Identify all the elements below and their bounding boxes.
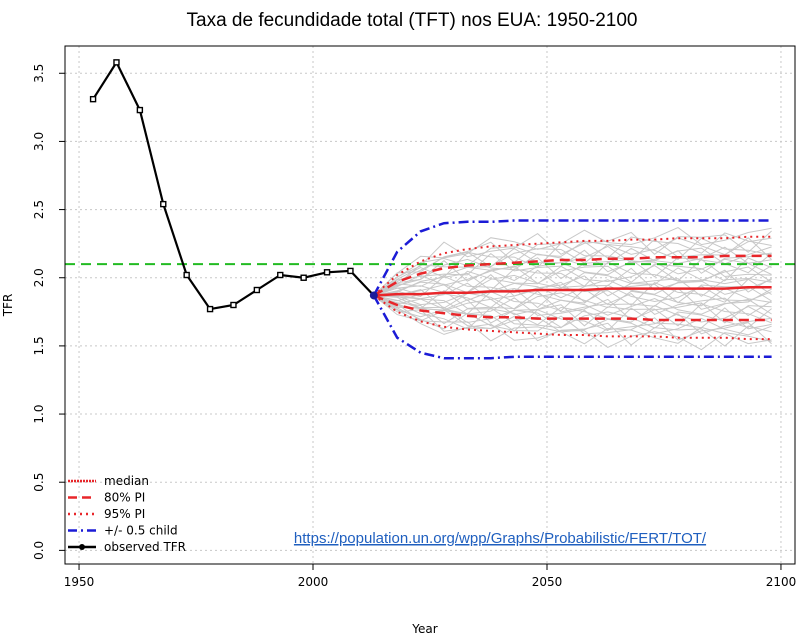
trajectory-line — [373, 295, 772, 316]
observed-point — [253, 286, 261, 294]
source-link[interactable]: https://population.un.org/wpp/Graphs/Pro… — [294, 530, 707, 547]
median-line — [373, 286, 772, 297]
trajectory-line — [373, 287, 772, 315]
y-tick-label: 2.5 — [32, 200, 46, 219]
pi95-lower-line — [373, 294, 772, 341]
legend-label: 80% PI — [104, 491, 145, 505]
axes: 1950 2000 2050 2100 0.0 0.5 1.0 1.5 2.0 2.5 3.0 3.5 — [32, 64, 796, 589]
trajectory-line — [373, 265, 772, 296]
y-tick-label: 1.5 — [32, 336, 46, 355]
legend-label: median — [104, 474, 149, 488]
trajectory-line — [373, 278, 772, 301]
plot-frame — [64, 45, 796, 565]
trajectory-line — [373, 230, 772, 296]
observed-point — [277, 271, 284, 279]
legend-label: 95% PI — [104, 507, 145, 521]
x-axis-label: Year — [411, 622, 437, 636]
observed-point — [206, 305, 214, 313]
x-tick-label: 2050 — [532, 575, 563, 589]
observed-point — [323, 269, 331, 276]
trajectory-line — [373, 295, 772, 324]
trajectory-line — [373, 258, 772, 296]
x-tick-label: 1950 — [64, 575, 95, 589]
trajectory-line — [373, 295, 772, 336]
chart-title: Taxa de fecundidade total (TFT) nos EUA:… — [187, 10, 638, 31]
pi95-upper-line — [373, 235, 772, 297]
trajectory-line — [373, 295, 772, 345]
y-tick-label: 2.0 — [32, 268, 46, 287]
legend: median 80% PI 95% PI +/- 0.5 child observed … — [68, 474, 186, 554]
y-tick-label: 3.5 — [32, 64, 46, 83]
series-lines — [65, 59, 795, 360]
legend-label: +/- 0.5 child — [104, 524, 178, 538]
pi80-lower-line — [373, 294, 772, 322]
y-tick-label: 3.0 — [32, 132, 46, 151]
trajectory-line — [373, 249, 772, 296]
trajectory-line — [373, 295, 772, 345]
observed-point — [160, 200, 167, 208]
trajectory-line — [373, 232, 772, 296]
observed-last-point — [369, 291, 378, 300]
observed-point — [113, 59, 120, 66]
trajectory-line — [373, 258, 772, 296]
trajectory-line — [373, 245, 772, 296]
observed-point — [89, 95, 97, 103]
x-tick-label: 2000 — [298, 575, 329, 589]
legend-label: observed TFR — [104, 540, 186, 554]
observed-point — [347, 267, 354, 275]
trajectory-line — [373, 287, 772, 310]
legend-marker — [79, 544, 85, 550]
grid — [65, 46, 795, 564]
trajectory-line — [373, 227, 772, 296]
half-child-upper-line — [372, 219, 772, 297]
observed-line — [92, 60, 375, 311]
observed-point — [136, 106, 144, 114]
observed-point — [230, 301, 237, 309]
half-child-lower-line — [372, 294, 772, 360]
trajectory-line — [373, 267, 772, 297]
observed-point — [183, 271, 190, 279]
y-tick-label: 0.5 — [32, 473, 46, 492]
trajectory-line — [373, 237, 772, 296]
y-tick-label: 1.0 — [32, 405, 46, 424]
y-axis-label: TFR — [1, 294, 15, 318]
pi80-upper-line — [373, 254, 772, 297]
observed-point — [300, 274, 307, 281]
y-tick-label: 0.0 — [32, 541, 46, 560]
x-tick-label: 2100 — [766, 575, 797, 589]
